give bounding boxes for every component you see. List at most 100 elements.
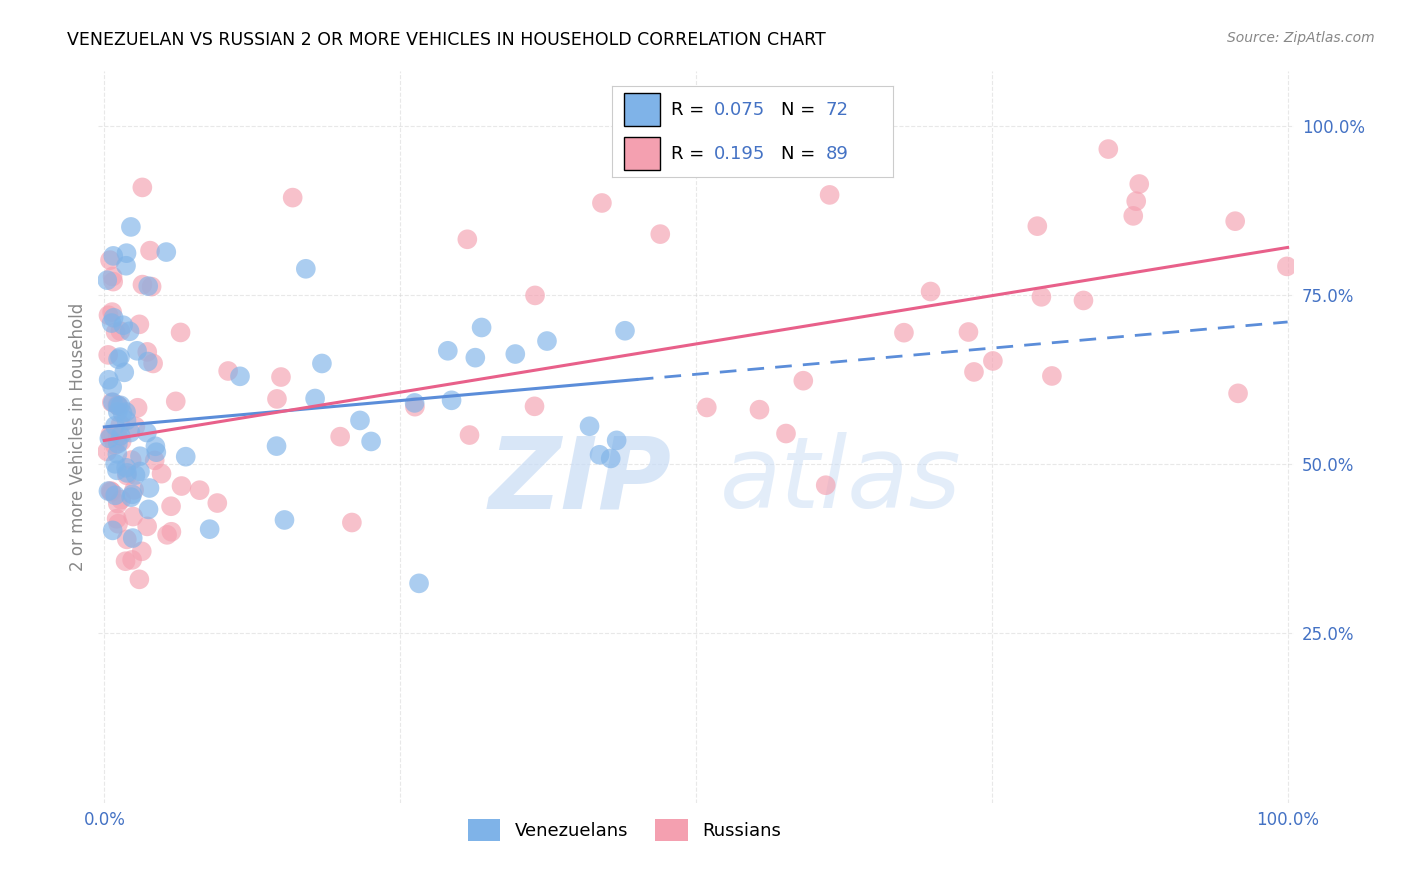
- Point: [121, 531, 143, 545]
- Point: [129, 464, 152, 478]
- Point: [118, 324, 141, 338]
- Point: [97, 348, 120, 362]
- Point: [1275, 260, 1298, 274]
- Point: [458, 428, 481, 442]
- Point: [107, 405, 129, 419]
- Point: [100, 427, 122, 442]
- Point: [1040, 368, 1063, 383]
- Point: [100, 484, 122, 499]
- Point: [110, 428, 132, 442]
- Point: [122, 483, 145, 497]
- Point: [111, 406, 134, 420]
- Point: [105, 398, 128, 412]
- Point: [814, 478, 837, 492]
- Point: [107, 497, 129, 511]
- Point: [110, 324, 132, 338]
- Point: [578, 419, 600, 434]
- Point: [125, 343, 148, 358]
- Point: [110, 398, 132, 412]
- Point: [145, 445, 167, 459]
- Point: [696, 401, 718, 415]
- Point: [129, 449, 152, 463]
- Point: [456, 232, 478, 246]
- Point: [136, 279, 159, 293]
- Point: [588, 448, 610, 462]
- Point: [170, 479, 193, 493]
- Point: [121, 453, 143, 467]
- Point: [748, 402, 770, 417]
- Point: [127, 401, 149, 415]
- Point: [108, 399, 131, 413]
- Point: [138, 481, 160, 495]
- Point: [304, 392, 326, 406]
- Point: [107, 436, 129, 450]
- Point: [115, 259, 138, 273]
- Point: [229, 369, 252, 384]
- Point: [104, 418, 127, 433]
- Point: [273, 513, 295, 527]
- Point: [775, 426, 797, 441]
- Point: [112, 318, 135, 333]
- Point: [115, 246, 138, 260]
- Point: [174, 450, 197, 464]
- Point: [155, 245, 177, 260]
- Point: [281, 191, 304, 205]
- Point: [101, 524, 124, 538]
- Point: [207, 496, 229, 510]
- Point: [97, 308, 120, 322]
- Point: [110, 417, 132, 432]
- Point: [471, 320, 494, 334]
- Point: [96, 273, 118, 287]
- Point: [1026, 219, 1049, 234]
- Point: [107, 516, 129, 531]
- Point: [98, 253, 121, 268]
- Point: [536, 334, 558, 348]
- Point: [104, 438, 127, 452]
- Point: [1073, 293, 1095, 308]
- Point: [97, 484, 120, 499]
- Point: [104, 326, 127, 340]
- Point: [103, 275, 125, 289]
- Point: [1225, 214, 1247, 228]
- Point: [340, 516, 363, 530]
- Point: [142, 356, 165, 370]
- Point: [101, 380, 124, 394]
- Point: [160, 500, 183, 514]
- Point: [101, 305, 124, 319]
- Point: [349, 413, 371, 427]
- Point: [105, 463, 128, 477]
- Point: [101, 395, 124, 409]
- Point: [108, 350, 131, 364]
- Point: [131, 180, 153, 194]
- Point: [103, 249, 125, 263]
- Point: [98, 432, 121, 446]
- Point: [156, 528, 179, 542]
- Point: [107, 399, 129, 413]
- Point: [131, 277, 153, 292]
- Point: [606, 434, 628, 448]
- Point: [169, 326, 191, 340]
- Point: [141, 279, 163, 293]
- Point: [107, 431, 129, 445]
- Point: [110, 492, 132, 507]
- Point: [614, 324, 637, 338]
- Point: [404, 400, 426, 414]
- Point: [295, 261, 318, 276]
- Point: [120, 490, 142, 504]
- Point: [100, 316, 122, 330]
- Point: [101, 269, 124, 284]
- Point: [107, 447, 129, 461]
- Text: ZIP: ZIP: [489, 433, 672, 530]
- Point: [121, 553, 143, 567]
- Point: [464, 351, 486, 365]
- Point: [591, 196, 613, 211]
- Point: [104, 457, 127, 471]
- Point: [105, 512, 128, 526]
- Point: [436, 343, 458, 358]
- Point: [408, 576, 430, 591]
- Point: [266, 392, 288, 406]
- Point: [1097, 142, 1119, 156]
- Point: [115, 533, 138, 547]
- Point: [115, 460, 138, 475]
- Point: [981, 354, 1004, 368]
